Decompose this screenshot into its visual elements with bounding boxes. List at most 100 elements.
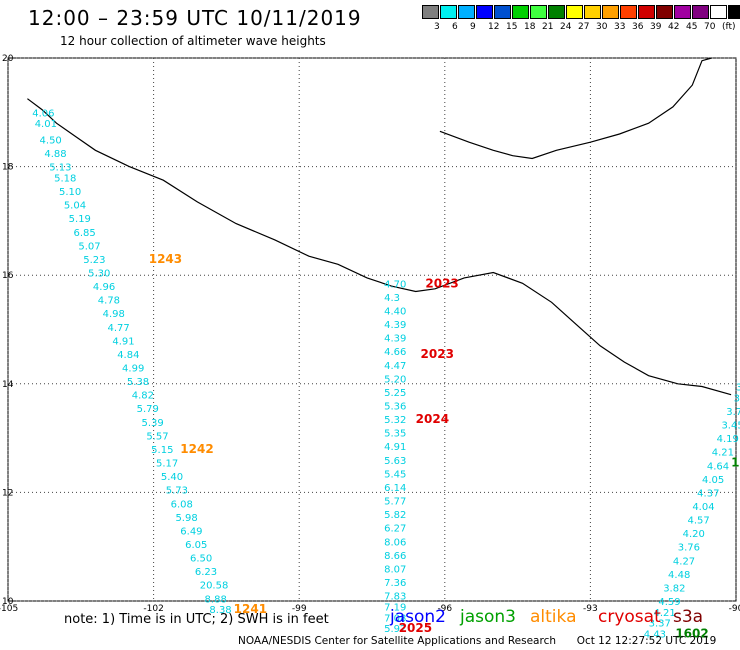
- colorbar-label: 30: [596, 22, 608, 32]
- colorbar-swatch: [674, 5, 691, 19]
- colorbar-label: (ft): [722, 22, 736, 32]
- lon-tick-label: -102: [143, 604, 163, 614]
- swh-value: 4.57: [687, 516, 709, 527]
- swh-value: 4.05: [702, 475, 724, 486]
- colorbar-swatch: [692, 5, 709, 19]
- legend-jason3: jason3: [460, 607, 516, 627]
- swh-value: 5.32: [384, 415, 406, 426]
- swh-value: 4.50: [40, 135, 62, 146]
- swh-value: 5.57: [146, 431, 168, 442]
- swh-value: 5.98: [175, 513, 197, 524]
- swh-value: 6.05: [185, 540, 207, 551]
- swh-value: 5.15: [151, 445, 173, 456]
- map-title: 12:00 – 23:59 UTC 10/11/2019: [28, 6, 362, 30]
- swh-value: 5.39: [141, 418, 163, 429]
- swh-value: 3.45: [721, 421, 740, 432]
- swh-value: 4.77: [107, 323, 129, 334]
- colorbar-label: 36: [632, 22, 644, 32]
- pass-time-label: 1242: [180, 442, 213, 456]
- legend-altika: altika: [530, 607, 577, 627]
- swh-value: 6.08: [171, 499, 193, 510]
- swh-value: 4.59: [658, 597, 680, 608]
- swh-value: 4.66: [384, 347, 406, 358]
- swh-value: 4.47: [384, 361, 406, 372]
- colorbar-swatch: [620, 5, 637, 19]
- colorbar-swatch: [584, 5, 601, 19]
- swh-value: 7.08: [384, 613, 406, 624]
- swh-value: 5.40: [161, 472, 183, 483]
- lat-tick-label: 12: [2, 488, 13, 498]
- swh-value: 4.91: [112, 336, 134, 347]
- colorbar-label: 24: [560, 22, 572, 32]
- pass-time-label: 1241: [234, 602, 267, 616]
- colorbar-label: 27: [578, 22, 590, 32]
- colorbar-swatch: [440, 5, 457, 19]
- swh-value: 5.20: [384, 374, 406, 385]
- lon-tick-label: -93: [583, 604, 598, 614]
- swh-value: 4.04: [692, 502, 714, 513]
- swh-value: 6.50: [190, 554, 212, 565]
- lon-tick-label: -105: [0, 604, 18, 614]
- swh-value: 20.58: [200, 581, 229, 592]
- colorbar-label: 6: [452, 22, 458, 32]
- swh-value: 8.66: [384, 551, 406, 562]
- swh-value: 5.79: [137, 404, 159, 415]
- swh-value: 4.19: [717, 434, 739, 445]
- swh-value: 4.99: [122, 364, 144, 375]
- gulf-coastline: [439, 57, 712, 160]
- colorbar-swatch: [602, 5, 619, 19]
- swh-value: 4.01: [35, 119, 57, 130]
- lat-tick-label: 18: [2, 163, 14, 173]
- swh-value: 5.45: [384, 469, 406, 480]
- swh-value: 4.88: [44, 149, 66, 160]
- swh-value: 4.64: [707, 461, 729, 472]
- colorbar-swatch: [566, 5, 583, 19]
- colorbar-label: 33: [614, 22, 626, 32]
- swh-value: 4.91: [384, 442, 406, 453]
- pass-time-label: 2024: [416, 412, 449, 426]
- colorbar-label: 15: [506, 22, 518, 32]
- swh-value: 5.13: [49, 163, 71, 174]
- legend-s3a: s3a: [673, 607, 704, 627]
- swh-value: 5.63: [384, 456, 406, 467]
- swh-value: 3.76: [678, 543, 700, 554]
- colorbar-swatch: [530, 5, 547, 19]
- swh-value: 8.07: [384, 564, 406, 575]
- lon-tick-label: -99: [292, 604, 307, 614]
- swh-value: 5.35: [384, 429, 406, 440]
- colorbar-swatch: [494, 5, 511, 19]
- colorbar-swatch: [512, 5, 529, 19]
- swh-value: 7.19: [384, 602, 406, 613]
- swh-value: 4.84: [117, 350, 139, 361]
- lat-tick-label: 10: [2, 597, 14, 607]
- pass-time-label: 160: [731, 456, 740, 470]
- colorbar-swatch: [476, 5, 493, 19]
- colorbar-label: 12: [488, 22, 500, 32]
- pass-time-label: 1243: [149, 252, 182, 266]
- swh-value: 4.39: [384, 334, 406, 345]
- colorbar-label: 70: [704, 22, 716, 32]
- swh-value: 4.20: [683, 529, 705, 540]
- colorbar-label: 39: [650, 22, 662, 32]
- pacific-coastline: [27, 98, 732, 396]
- swh-value: 5.25: [384, 388, 406, 399]
- footer-note: note: 1) Time is in UTC; 2) SWH is in fe…: [64, 612, 329, 627]
- swh-value: 4.82: [132, 391, 154, 402]
- credit-text: NOAA/NESDIS Center for Satellite Applica…: [238, 635, 556, 647]
- swh-value: 5.92: [384, 624, 406, 635]
- swh-value: 4.06: [32, 108, 54, 119]
- swh-value: 6.85: [74, 228, 96, 239]
- swh-value: 5.18: [54, 173, 76, 184]
- colorbar-label: 9: [470, 22, 476, 32]
- swh-value: 5.23: [83, 255, 105, 266]
- colorbar-label: 18: [524, 22, 536, 32]
- swh-value: 5.04: [64, 201, 86, 212]
- colorbar-swatch: [422, 5, 439, 19]
- swh-value: 7.36: [384, 578, 406, 589]
- lat-tick-label: 16: [2, 271, 14, 281]
- colorbar-label: 21: [542, 22, 554, 32]
- swh-value: 5.77: [384, 497, 406, 508]
- swh-value: 5.07: [78, 241, 100, 252]
- swh-value: 5.36: [384, 402, 406, 413]
